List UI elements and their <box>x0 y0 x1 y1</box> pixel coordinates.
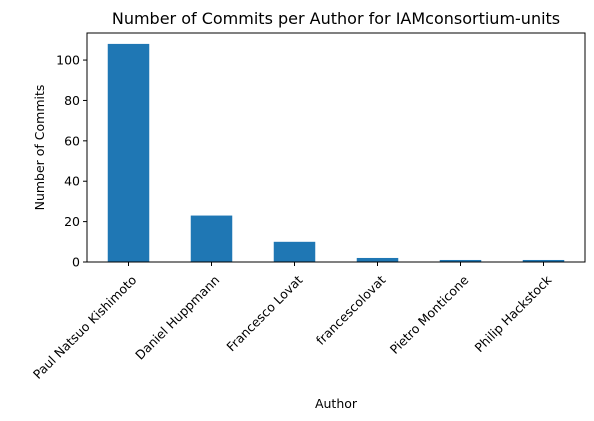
y-axis-ticks: 0 20 40 60 80 100 <box>56 53 87 270</box>
x-tick-label-0: Paul Natsuo Kishimoto <box>30 272 140 382</box>
bar-5 <box>439 259 482 262</box>
bar-1 <box>107 43 150 263</box>
x-tick-label-1: Daniel Huppmann <box>132 272 222 362</box>
x-tick-label-2: Francesco Lovat <box>223 272 305 354</box>
y-tick-label-4: 80 <box>64 93 80 108</box>
x-tick-label-5: Philip Hackstock <box>472 272 555 355</box>
y-tick-label-0: 0 <box>72 255 80 270</box>
bar-6 <box>522 259 565 262</box>
x-tick-label-4: Pietro Monticone <box>387 272 472 357</box>
plot-area: 0 20 40 60 80 100 Paul Natsuo KishimotoDaniel… <box>30 32 586 382</box>
bar-2 <box>190 215 233 262</box>
bars-group <box>107 43 565 263</box>
bar-4 <box>356 257 399 262</box>
x-tick-label-3: francescolovat <box>313 272 389 348</box>
y-tick-label-1: 20 <box>64 214 80 229</box>
axes-frame <box>86 32 586 263</box>
y-axis-label: Number of Commits <box>32 85 47 211</box>
y-tick-label-2: 40 <box>64 174 80 189</box>
y-tick-label-5: 100 <box>56 53 80 68</box>
y-tick-label-3: 60 <box>64 133 80 148</box>
x-axis-label: Author <box>315 396 358 411</box>
bar-3 <box>273 241 316 262</box>
chart-title: Number of Commits per Author for IAMcons… <box>112 9 560 28</box>
